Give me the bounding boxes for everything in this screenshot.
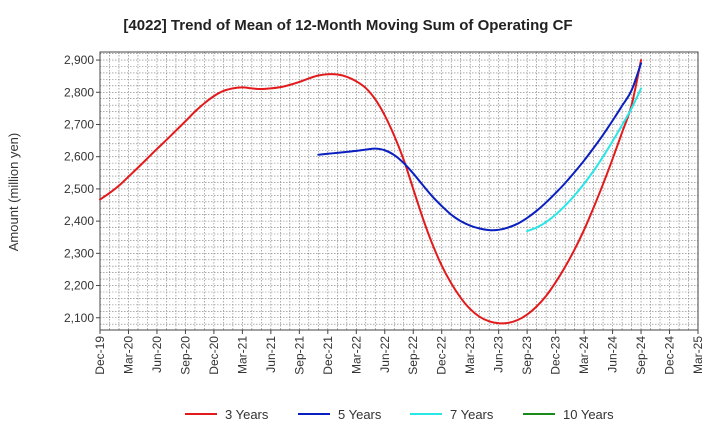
series-line-7-years xyxy=(526,87,643,233)
legend-label-10-years: 10 Years xyxy=(563,407,614,422)
x-tick-label: Dec-21 xyxy=(321,336,335,375)
x-tick-label: Mar-21 xyxy=(235,336,249,374)
x-tick-label: Dec-20 xyxy=(207,336,221,375)
x-tick-label: Jun-22 xyxy=(378,336,392,373)
y-tick-label: 2,200 xyxy=(64,279,94,293)
x-tick-label: Sep-21 xyxy=(292,336,306,375)
series-line-5-years xyxy=(317,62,643,232)
x-tick-label: Sep-22 xyxy=(406,336,420,375)
legend-label-3-years: 3 Years xyxy=(225,407,269,422)
x-tick-label: Mar-23 xyxy=(463,336,477,374)
y-tick-label: 2,300 xyxy=(64,246,94,260)
x-tick-label: Sep-20 xyxy=(178,336,192,375)
x-tick-label: Jun-21 xyxy=(264,336,278,373)
plot-area: 2,100 2,200 2,300 2,400 2,500 2,600 2,700 2,800… xyxy=(64,51,705,375)
x-tick-label: Sep-23 xyxy=(520,336,534,375)
x-tick-label: Jun-20 xyxy=(150,336,164,373)
y-tick-label: 2,100 xyxy=(64,311,94,325)
x-tick-label: Dec-23 xyxy=(549,336,563,375)
x-tick-label: Dec-22 xyxy=(435,336,449,375)
legend: 3 Years 5 Years 7 Years 10 Years xyxy=(185,407,614,422)
x-tick-label: Dec-24 xyxy=(663,336,677,375)
x-tick-label: Jun-24 xyxy=(606,336,620,373)
plot-frame xyxy=(99,51,699,331)
series-line-3-years xyxy=(99,59,643,325)
y-tick-label: 2,700 xyxy=(64,117,94,131)
x-tick-label: Dec-19 xyxy=(93,336,107,375)
y-axis-label: Amount (million yen) xyxy=(6,133,21,252)
y-tick-label: 2,400 xyxy=(64,214,94,228)
legend-label-7-years: 7 Years xyxy=(450,407,494,422)
x-tick-label: Mar-25 xyxy=(691,336,705,374)
legend-label-5-years: 5 Years xyxy=(338,407,382,422)
x-tick-label: Sep-24 xyxy=(634,336,648,375)
chart-title: [4022] Trend of Mean of 12-Month Moving … xyxy=(123,17,572,34)
y-tick-label: 2,600 xyxy=(64,150,94,164)
x-tick-label: Mar-22 xyxy=(349,336,363,374)
plot-background xyxy=(100,52,698,330)
x-tick-label: Jun-23 xyxy=(492,336,506,373)
grid xyxy=(99,52,699,330)
y-tick-label: 2,900 xyxy=(64,53,94,67)
y-tick-label: 2,800 xyxy=(64,85,94,99)
x-tick-label: Mar-24 xyxy=(577,336,591,374)
x-tick-label: Mar-20 xyxy=(121,336,135,374)
y-tick-label: 2,500 xyxy=(64,182,94,196)
